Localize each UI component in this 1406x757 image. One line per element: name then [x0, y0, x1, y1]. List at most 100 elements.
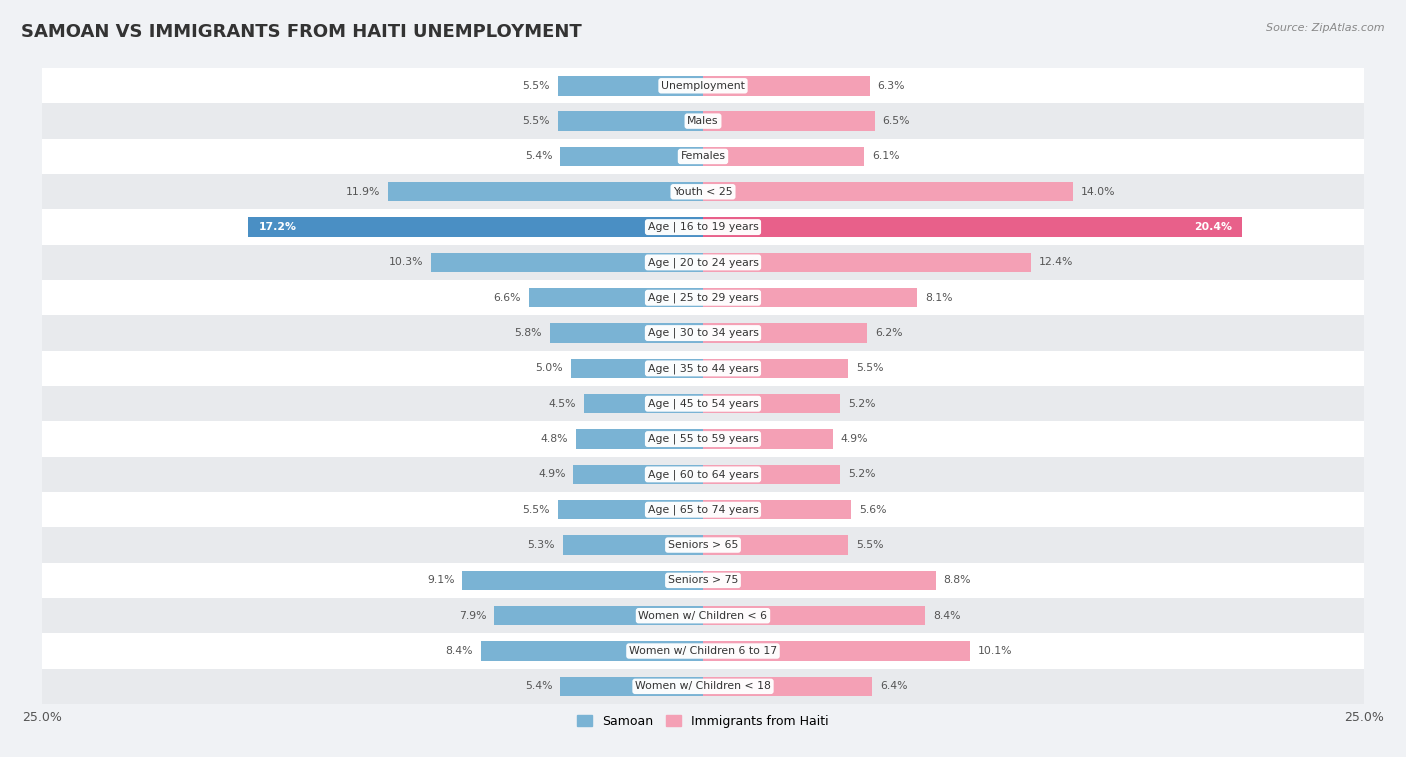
Bar: [42, 104, 1364, 139]
Text: Age | 30 to 34 years: Age | 30 to 34 years: [648, 328, 758, 338]
Bar: [703, 500, 851, 519]
Bar: [562, 535, 703, 555]
Text: Age | 55 to 59 years: Age | 55 to 59 years: [648, 434, 758, 444]
Text: 6.1%: 6.1%: [872, 151, 900, 161]
Text: 5.2%: 5.2%: [848, 469, 876, 479]
Bar: [42, 456, 1364, 492]
Bar: [560, 677, 703, 696]
Bar: [703, 323, 868, 343]
Text: Women w/ Children < 18: Women w/ Children < 18: [636, 681, 770, 691]
Bar: [42, 492, 1364, 528]
Bar: [42, 174, 1364, 210]
Text: 5.3%: 5.3%: [527, 540, 555, 550]
Bar: [42, 139, 1364, 174]
Text: Age | 25 to 29 years: Age | 25 to 29 years: [648, 292, 758, 303]
Bar: [550, 323, 703, 343]
Bar: [42, 316, 1364, 350]
Bar: [703, 359, 848, 378]
Text: Source: ZipAtlas.com: Source: ZipAtlas.com: [1267, 23, 1385, 33]
Bar: [42, 668, 1364, 704]
Text: Males: Males: [688, 116, 718, 126]
Bar: [42, 210, 1364, 245]
Bar: [703, 182, 1073, 201]
Text: Age | 65 to 74 years: Age | 65 to 74 years: [648, 504, 758, 515]
Text: Age | 20 to 24 years: Age | 20 to 24 years: [648, 257, 758, 268]
Text: 5.5%: 5.5%: [856, 540, 884, 550]
Text: 6.3%: 6.3%: [877, 81, 905, 91]
Bar: [703, 641, 970, 661]
Bar: [42, 562, 1364, 598]
Bar: [576, 429, 703, 449]
Bar: [529, 288, 703, 307]
Bar: [703, 429, 832, 449]
Text: Age | 45 to 54 years: Age | 45 to 54 years: [648, 398, 758, 409]
Text: Unemployment: Unemployment: [661, 81, 745, 91]
Bar: [574, 465, 703, 484]
Text: 20.4%: 20.4%: [1194, 222, 1232, 232]
Text: 5.5%: 5.5%: [856, 363, 884, 373]
Text: 5.5%: 5.5%: [522, 81, 550, 91]
Bar: [42, 422, 1364, 456]
Text: Age | 35 to 44 years: Age | 35 to 44 years: [648, 363, 758, 374]
Bar: [571, 359, 703, 378]
Bar: [463, 571, 703, 590]
Text: SAMOAN VS IMMIGRANTS FROM HAITI UNEMPLOYMENT: SAMOAN VS IMMIGRANTS FROM HAITI UNEMPLOY…: [21, 23, 582, 41]
Legend: Samoan, Immigrants from Haiti: Samoan, Immigrants from Haiti: [572, 710, 834, 733]
Bar: [703, 217, 1243, 237]
Text: 8.4%: 8.4%: [934, 611, 960, 621]
Bar: [430, 253, 703, 273]
Bar: [703, 394, 841, 413]
Text: 12.4%: 12.4%: [1039, 257, 1073, 267]
Text: 9.1%: 9.1%: [427, 575, 454, 585]
Text: Youth < 25: Youth < 25: [673, 187, 733, 197]
Text: Seniors > 65: Seniors > 65: [668, 540, 738, 550]
Bar: [583, 394, 703, 413]
Bar: [703, 253, 1031, 273]
Text: 6.5%: 6.5%: [883, 116, 910, 126]
Text: 4.9%: 4.9%: [538, 469, 565, 479]
Bar: [703, 111, 875, 131]
Text: Women w/ Children < 6: Women w/ Children < 6: [638, 611, 768, 621]
Bar: [42, 68, 1364, 104]
Text: 5.5%: 5.5%: [522, 505, 550, 515]
Bar: [42, 528, 1364, 562]
Text: Females: Females: [681, 151, 725, 161]
Text: Seniors > 75: Seniors > 75: [668, 575, 738, 585]
Text: 8.1%: 8.1%: [925, 293, 952, 303]
Text: 5.6%: 5.6%: [859, 505, 886, 515]
Text: 10.3%: 10.3%: [388, 257, 423, 267]
Text: Age | 60 to 64 years: Age | 60 to 64 years: [648, 469, 758, 480]
Bar: [703, 571, 935, 590]
Text: 6.2%: 6.2%: [875, 328, 903, 338]
Bar: [42, 386, 1364, 422]
Bar: [703, 606, 925, 625]
Bar: [703, 535, 848, 555]
Bar: [42, 280, 1364, 316]
Bar: [388, 182, 703, 201]
Bar: [42, 634, 1364, 668]
Text: Women w/ Children 6 to 17: Women w/ Children 6 to 17: [628, 646, 778, 656]
Bar: [560, 147, 703, 167]
Bar: [703, 465, 841, 484]
Bar: [481, 641, 703, 661]
Text: 5.2%: 5.2%: [848, 399, 876, 409]
Text: 6.6%: 6.6%: [494, 293, 520, 303]
Text: 7.9%: 7.9%: [458, 611, 486, 621]
Text: Age | 16 to 19 years: Age | 16 to 19 years: [648, 222, 758, 232]
Text: 4.5%: 4.5%: [548, 399, 576, 409]
Text: 17.2%: 17.2%: [259, 222, 297, 232]
Bar: [42, 350, 1364, 386]
Text: 6.4%: 6.4%: [880, 681, 908, 691]
Text: 5.5%: 5.5%: [522, 116, 550, 126]
Text: 5.4%: 5.4%: [524, 681, 553, 691]
Bar: [494, 606, 703, 625]
Text: 11.9%: 11.9%: [346, 187, 381, 197]
Text: 4.8%: 4.8%: [541, 434, 568, 444]
Bar: [558, 500, 703, 519]
Bar: [558, 111, 703, 131]
Bar: [703, 76, 869, 95]
Text: 5.4%: 5.4%: [524, 151, 553, 161]
Bar: [42, 598, 1364, 634]
Text: 14.0%: 14.0%: [1081, 187, 1115, 197]
Bar: [703, 677, 872, 696]
